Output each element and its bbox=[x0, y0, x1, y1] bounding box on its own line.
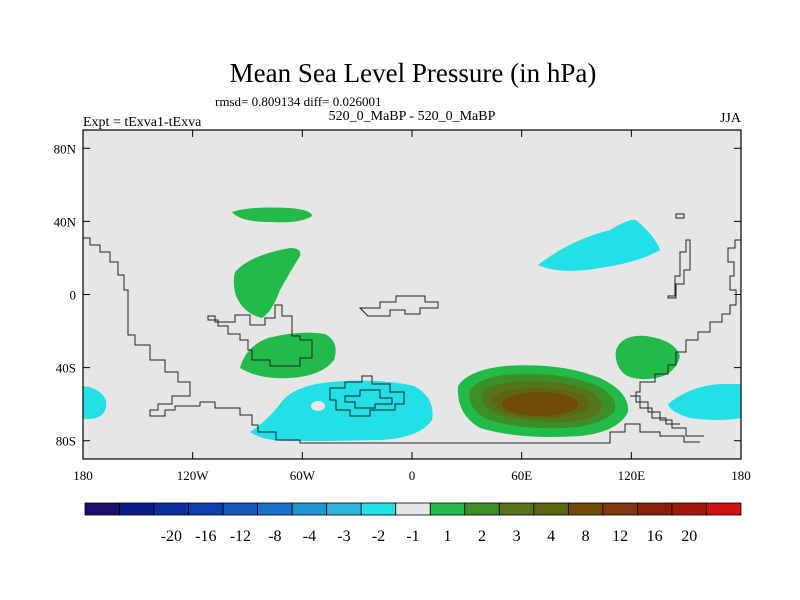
colorbar-swatch-10 bbox=[429, 502, 466, 516]
colorbar-label: -16 bbox=[195, 528, 216, 545]
colorbar-label: -4 bbox=[303, 528, 316, 545]
colorbar-swatch-17 bbox=[671, 502, 707, 516]
colorbar-label: 4 bbox=[547, 528, 555, 545]
x-tick-label: 120E bbox=[618, 468, 646, 483]
y-axis: 80N 40N 0 40S 80S bbox=[54, 141, 741, 449]
colorbar-swatch-3 bbox=[188, 502, 224, 516]
colorbar-swatch-1 bbox=[119, 502, 155, 516]
stats-text: rmsd= 0.809134 diff= 0.026001 bbox=[215, 94, 381, 109]
colorbar-swatch-2 bbox=[153, 502, 189, 516]
colorbar-swatch-6 bbox=[291, 502, 328, 516]
colorbar-label: -3 bbox=[337, 528, 350, 545]
colorbar-label: -8 bbox=[268, 528, 281, 545]
colorbar-swatch-16 bbox=[637, 502, 673, 516]
x-tick-label: 180 bbox=[73, 468, 93, 483]
colorbar-swatch-18 bbox=[706, 502, 742, 516]
colorbar-swatch-5 bbox=[257, 502, 293, 516]
subtitle-center: 520_0_MaBP - 520_0_MaBP bbox=[329, 109, 496, 124]
colorbar-label: -12 bbox=[230, 528, 251, 545]
colorbar-label: 12 bbox=[612, 528, 628, 545]
coastline-japan bbox=[675, 213, 685, 219]
colorbar-swatch-15 bbox=[602, 502, 638, 516]
coastline-east-asia bbox=[667, 239, 691, 299]
plot-area: 180 120W 60W 0 60E 120E 180 80N 40N 0 40S 80S bbox=[54, 129, 751, 483]
coastline-inner-peninsula bbox=[344, 389, 393, 409]
land-hole-south-atlantic bbox=[311, 401, 325, 411]
coastline-layer bbox=[83, 213, 741, 444]
x-tick-label: 0 bbox=[409, 468, 416, 483]
y-tick-label: 40S bbox=[56, 361, 76, 376]
colorbar-swatch-11 bbox=[464, 502, 500, 516]
x-tick-label: 120W bbox=[177, 468, 210, 483]
colorbar-label: -20 bbox=[161, 528, 182, 545]
colorbar-swatch-7 bbox=[326, 502, 362, 516]
colorbar-swatch-0 bbox=[84, 502, 120, 516]
colorbar-label: 2 bbox=[478, 528, 486, 545]
cyan-region-west-pacific bbox=[83, 386, 107, 419]
cyan-region-east-asia bbox=[538, 219, 660, 271]
x-tick-label: 60E bbox=[511, 468, 532, 483]
colorbar: -20 -16 -12 -8 -4 -3 -2 -1 1 2 3 4 8 12 16 20 bbox=[84, 502, 742, 545]
colorbar-label: 3 bbox=[513, 528, 521, 545]
subtitle-right: JJA bbox=[720, 111, 742, 126]
x-tick-label: 180 bbox=[731, 468, 751, 483]
coastline-americas bbox=[83, 237, 700, 444]
y-tick-label: 80N bbox=[54, 141, 77, 156]
colorbar-swatch-8 bbox=[360, 502, 397, 516]
colorbar-swatch-9 bbox=[395, 502, 431, 516]
x-axis: 180 120W 60W 0 60E 120E 180 bbox=[73, 130, 751, 483]
green-region-north-atlantic bbox=[232, 207, 312, 223]
coastline-east-edge bbox=[635, 239, 741, 437]
anomaly-fill-layer bbox=[83, 207, 741, 441]
cyan-region-tasman bbox=[668, 384, 741, 420]
coastline-antarctic-peninsula bbox=[329, 375, 405, 417]
colorbar-label: 1 bbox=[444, 528, 452, 545]
coastline-south-america bbox=[207, 304, 313, 367]
colorbar-label: -2 bbox=[372, 528, 385, 545]
colorbar-swatch-14 bbox=[567, 502, 604, 516]
chart-title: Mean Sea Level Pressure (in hPa) bbox=[230, 58, 597, 88]
coastline-maritime-continent bbox=[358, 295, 439, 317]
y-tick-label: 40N bbox=[54, 214, 77, 229]
colorbar-label: -1 bbox=[406, 528, 419, 545]
colorbar-label: 20 bbox=[681, 528, 697, 545]
x-tick-label: 60W bbox=[290, 468, 316, 483]
green-region-tropical-atlantic bbox=[233, 248, 301, 318]
colorbar-swatch-13 bbox=[533, 502, 569, 516]
colorbar-label: 8 bbox=[582, 528, 590, 545]
subtitle-left: Expt = tExva1-tExva bbox=[83, 115, 202, 130]
level-5-indian-ocean bbox=[502, 392, 578, 416]
coastline-tasmania bbox=[630, 395, 680, 425]
y-tick-label: 80S bbox=[56, 434, 76, 449]
y-tick-label: 0 bbox=[70, 288, 77, 303]
colorbar-swatch-12 bbox=[498, 502, 535, 516]
colorbar-label: 16 bbox=[647, 528, 663, 545]
cyan-region-south-atlantic bbox=[250, 380, 433, 441]
colorbar-swatch-4 bbox=[222, 502, 259, 516]
green-region-australia bbox=[615, 335, 680, 380]
